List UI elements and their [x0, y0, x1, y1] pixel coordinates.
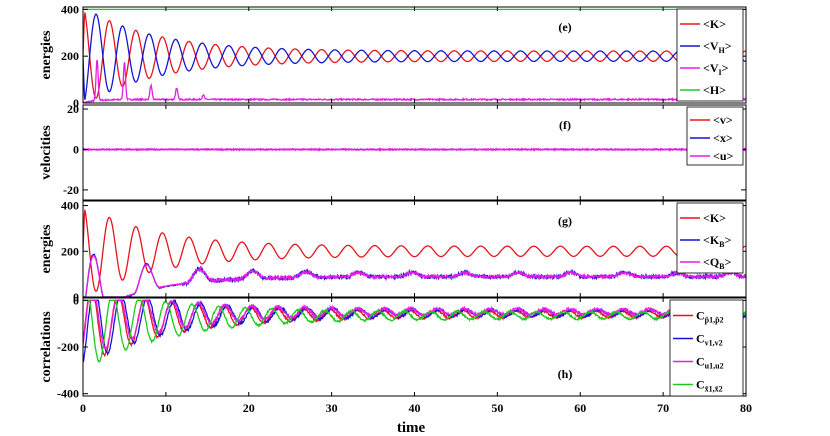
legend-entry: <x>	[713, 131, 733, 145]
x-tick-label: 40	[409, 401, 421, 415]
series-line-2	[83, 299, 746, 350]
x-tick-label: 10	[160, 401, 172, 415]
panel-e: 0 200 400 energies (e) <K> <VH> <VI> <H>	[39, 2, 747, 110]
series-line-2	[83, 59, 746, 103]
y-tick-label: 200	[61, 244, 79, 258]
series-line-0	[83, 209, 746, 292]
series-line-3	[83, 299, 746, 363]
x-axis-label: time	[397, 420, 426, 436]
y-axis-label: correlations	[39, 311, 54, 383]
series-line-1	[83, 13, 746, 100]
legend-entry: <VI>	[703, 61, 729, 77]
panel-f: -20 0 20 velocities (f) <v> <x> <u>	[39, 102, 747, 201]
panel-label: (f)	[559, 118, 571, 132]
x-tick-label: 80	[740, 401, 752, 415]
legend-entry: <H>	[703, 83, 726, 97]
panel-label: (g)	[558, 214, 572, 228]
series-line-0	[83, 12, 746, 99]
legend-entry: Cu1,u2	[696, 355, 724, 371]
x-tick-label: 20	[243, 401, 255, 415]
x-tick-label: 0	[80, 401, 86, 415]
legend-entry: <K>	[703, 17, 726, 31]
x-tick-label: 30	[326, 401, 338, 415]
y-tick-label: 0	[73, 96, 79, 110]
y-tick-label: 0	[73, 290, 79, 304]
y-tick-label: 400	[61, 199, 79, 213]
y-axis-label: energies	[39, 224, 54, 274]
panel-label: (e)	[558, 20, 571, 34]
y-tick-label: -20	[63, 183, 79, 197]
legend-entry: <v>	[713, 113, 733, 127]
legend-entry: <u>	[713, 149, 734, 163]
y-tick-label: -200	[57, 340, 79, 354]
panel-g: 0 200 400 energies (g) <K> <KB> <QB>	[39, 199, 747, 304]
y-axis-label: velocities	[39, 125, 54, 180]
legend-entry: <KB>	[703, 233, 732, 249]
series-line-2	[83, 146, 746, 153]
y-tick-label: 0	[73, 142, 79, 156]
x-tick-label: 50	[491, 401, 503, 415]
legend-entry: <K>	[703, 211, 726, 225]
y-tick-label: 20	[67, 102, 79, 116]
x-tick-label: 70	[657, 401, 669, 415]
panel-label: (h)	[558, 367, 573, 381]
legend-entry: <QB>	[703, 255, 732, 271]
series-line-2	[83, 254, 746, 297]
legend-entry: Cv1,v2	[696, 332, 723, 348]
y-tick-label: 0	[73, 293, 79, 307]
legend-entry: Cp̂1,p̂2	[696, 309, 724, 325]
y-tick-label: 400	[61, 2, 79, 16]
panel-h: -400 -200 0 0 10 20 30 40 50 60 70 80 correlations (h…	[39, 293, 752, 415]
legend-entry: Cx̂1,x̂2	[696, 378, 723, 394]
legend: <v> <x> <u>	[686, 106, 744, 166]
y-tick-label: 200	[61, 49, 79, 63]
legend: Cp̂1,p̂2 Cv1,v2 Cu1,u2 Cx̂1,x̂2	[669, 299, 744, 397]
legend: <K> <VH> <VI> <H>	[676, 8, 744, 102]
axes-frame	[82, 104, 747, 201]
y-tick-label: -400	[57, 387, 79, 401]
x-tick-label: 60	[574, 401, 586, 415]
legend-entry: <VH>	[703, 39, 732, 55]
y-axis-label: energies	[39, 30, 54, 80]
legend: <K> <KB> <QB>	[676, 202, 744, 274]
